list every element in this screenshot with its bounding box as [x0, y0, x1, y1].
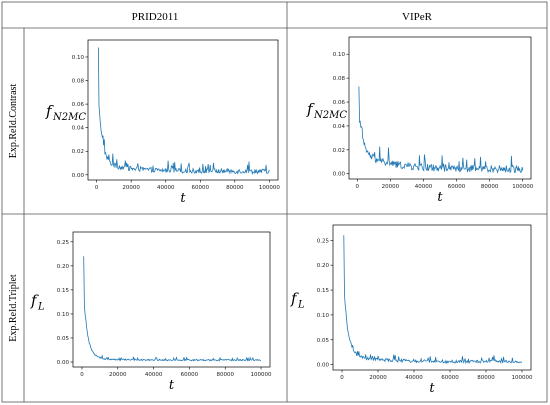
x-tick-label: 60000: [441, 375, 459, 381]
axes-box: [87, 39, 279, 181]
y-axis-label: f: [290, 290, 299, 308]
x-tick-label: 60000: [192, 185, 210, 191]
x-tick-label: 40000: [157, 185, 175, 191]
y-tick-label: 0.15: [317, 288, 330, 294]
y-tick-label: 0.06: [72, 102, 85, 108]
y-tick-label: 0.25: [57, 240, 70, 246]
y-tick-label: 0.00: [317, 363, 330, 369]
y-tick-label: 0.08: [333, 76, 346, 82]
row-header-triplet: Exp.ReId.Triplet: [8, 274, 19, 342]
axes-box: [348, 36, 532, 180]
x-tick-label: 80000: [226, 185, 244, 191]
y-tick-label: 0.08: [72, 79, 85, 85]
y-axis-label: f: [30, 292, 39, 310]
chart-panels: 0 20000 40000 60000 80000 100000 0.00 0.02 0.04 0…: [30, 36, 534, 396]
axes-box: [72, 231, 271, 368]
column-header-prid2011: PRID2011: [132, 11, 179, 23]
x-tick-label: 0: [95, 185, 99, 191]
chart-panel-2: 0 20000 40000 60000 80000 100000 0.00 0.02 0.04 0…: [306, 36, 534, 205]
x-tick-label: 20000: [382, 184, 400, 190]
y-tick-label: 0.20: [57, 264, 70, 270]
y-tick-label: 0.05: [57, 336, 70, 342]
x-tick-label: 0: [340, 375, 344, 381]
x-axis-label: t: [169, 378, 175, 393]
y-axis-label-subscript: L: [297, 300, 305, 311]
axes-box: [332, 224, 532, 371]
series-line: [98, 47, 270, 176]
x-tick-label: 40000: [415, 184, 433, 190]
y-tick-label: 0.00: [333, 172, 346, 178]
y-tick-label: 0.10: [317, 313, 330, 319]
chart-panel-3: 0 20000 40000 60000 80000 100000 0.00 0.05 0.10 0…: [30, 231, 272, 393]
y-tick-label: 0.10: [57, 312, 70, 318]
chart-panel-1: 0 20000 40000 60000 80000 100000 0.00 0.02 0.04 0…: [45, 39, 280, 206]
y-axis-label: f: [45, 102, 54, 120]
y-axis-label-subscript: N2MC: [52, 112, 86, 123]
y-tick-label: 0.02: [333, 148, 345, 154]
y-axis-label: f: [306, 100, 315, 118]
x-tick-label: 60000: [448, 184, 466, 190]
y-axis-label-subscript: N2MC: [313, 110, 347, 121]
x-tick-label: 0: [356, 184, 360, 190]
y-tick-label: 0.10: [333, 52, 346, 58]
x-axis-label: t: [429, 381, 435, 396]
y-tick-label: 0.20: [317, 263, 330, 269]
y-tick-label: 0.00: [72, 173, 85, 179]
y-tick-label: 0.15: [57, 288, 70, 294]
y-axis-label-subscript: L: [37, 302, 45, 313]
x-tick-label: 60000: [181, 372, 199, 378]
x-tick-label: 100000: [512, 375, 533, 381]
series-line: [83, 256, 261, 362]
y-tick-label: 0.04: [72, 126, 85, 132]
y-tick-label: 0.25: [317, 238, 330, 244]
y-tick-label: 0.02: [72, 149, 84, 155]
y-tick-label: 0.00: [57, 360, 70, 366]
x-axis-label: t: [180, 191, 186, 206]
x-tick-label: 40000: [405, 375, 423, 381]
column-header-viper: VIPeR: [402, 11, 433, 23]
x-tick-label: 80000: [216, 372, 234, 378]
x-tick-label: 100000: [251, 372, 272, 378]
x-tick-label: 20000: [109, 372, 127, 378]
row-header-contrast: Exp.ReId.Contrast: [8, 84, 19, 159]
x-tick-label: 40000: [145, 372, 163, 378]
x-tick-label: 20000: [369, 375, 387, 381]
x-tick-label: 80000: [477, 375, 495, 381]
series-line: [343, 235, 523, 365]
y-tick-label: 0.06: [333, 100, 346, 106]
y-tick-label: 0.05: [317, 338, 330, 344]
series-line: [358, 86, 524, 174]
x-tick-label: 20000: [122, 185, 140, 191]
x-tick-label: 0: [80, 372, 84, 378]
x-axis-label: t: [437, 190, 443, 205]
x-tick-label: 100000: [512, 184, 533, 190]
y-tick-label: 0.10: [72, 55, 85, 61]
y-tick-label: 0.04: [333, 124, 346, 130]
x-tick-label: 100000: [259, 185, 280, 191]
x-tick-label: 80000: [481, 184, 499, 190]
chart-panel-4: 0 20000 40000 60000 80000 100000 0.00 0.05 0.10 0…: [290, 224, 533, 396]
